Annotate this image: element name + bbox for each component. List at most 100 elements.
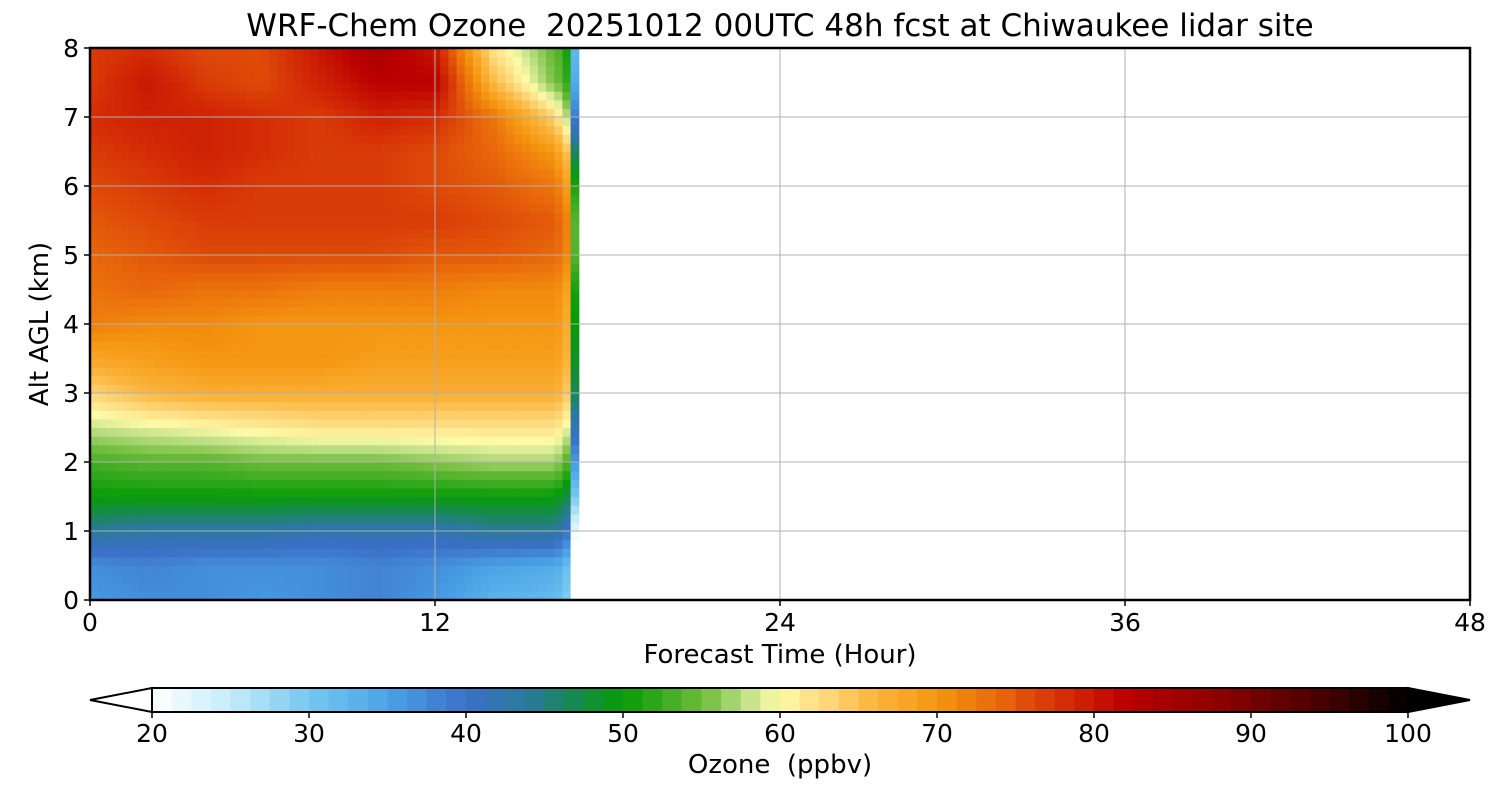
heatmap-cell (326, 479, 335, 489)
heatmap-cell (448, 315, 458, 325)
heatmap-cell (318, 479, 327, 489)
heatmap-cell (375, 177, 384, 187)
heatmap-cell (366, 108, 376, 118)
heatmap-cell (546, 470, 555, 480)
heatmap-cell (529, 358, 539, 368)
heatmap-cell (440, 479, 450, 489)
heatmap-cell (130, 177, 140, 187)
heatmap-cell (432, 531, 441, 541)
heatmap-cell (407, 142, 417, 153)
heatmap-cell (554, 462, 564, 472)
heatmap-cell (366, 522, 376, 532)
heatmap-cell (350, 65, 360, 75)
heatmap-cell (529, 272, 539, 282)
heatmap-cell (236, 436, 246, 446)
heatmap-cell (538, 255, 547, 265)
heatmap-cell (122, 367, 132, 377)
heatmap-cell (220, 246, 230, 256)
heatmap-cell (293, 65, 303, 75)
heatmap-cell (179, 574, 189, 584)
heatmap-cell (195, 82, 205, 92)
heatmap-cell (130, 349, 140, 360)
heatmap-cell (334, 82, 344, 92)
heatmap-cell (236, 211, 246, 222)
heatmap-cell (220, 306, 230, 316)
heatmap-cell (269, 280, 278, 291)
heatmap-cell (122, 384, 132, 394)
heatmap-cell (570, 168, 580, 178)
heatmap-cell (293, 91, 303, 101)
heatmap-cell (318, 203, 327, 213)
heatmap-cell (383, 160, 392, 170)
heatmap-cell (366, 151, 376, 161)
heatmap-cell (204, 246, 213, 256)
heatmap-cell (114, 56, 124, 66)
heatmap-cell (497, 194, 507, 204)
heatmap-cell (171, 367, 181, 377)
heatmap-cell (252, 168, 262, 178)
heatmap-cell (383, 384, 392, 394)
heatmap-cell (187, 160, 197, 170)
heatmap-cell (538, 367, 547, 377)
heatmap-cell (456, 255, 466, 265)
heatmap-cell (342, 186, 352, 196)
heatmap-cell (228, 341, 238, 351)
heatmap-cell (399, 444, 409, 454)
heatmap-cell (309, 375, 319, 385)
heatmap-cell (204, 375, 213, 385)
heatmap-cell (546, 401, 555, 411)
heatmap-cell (366, 574, 376, 584)
heatmap-cell (236, 48, 246, 58)
heatmap-cell (350, 505, 360, 515)
heatmap-cell (334, 125, 344, 135)
heatmap-cell (301, 505, 311, 515)
heatmap-cell (350, 574, 360, 584)
heatmap-cell (155, 367, 164, 377)
heatmap-cell (155, 393, 164, 403)
heatmap-cell (155, 582, 164, 592)
heatmap-cell (375, 117, 384, 127)
heatmap-cell (326, 436, 335, 446)
heatmap-cell (130, 436, 140, 446)
heatmap-cell (98, 358, 107, 368)
heatmap-cell (505, 324, 515, 334)
heatmap-cell (195, 142, 205, 153)
heatmap-cell (554, 556, 564, 567)
heatmap-cell (570, 582, 580, 592)
heatmap-cell (521, 315, 531, 325)
heatmap-cell (285, 48, 295, 58)
heatmap-cell (415, 306, 425, 316)
heatmap-cell (407, 48, 417, 58)
heatmap-cell (195, 237, 205, 247)
heatmap-cell (285, 263, 295, 273)
heatmap-cell (432, 99, 441, 109)
heatmap-cell (220, 289, 230, 299)
heatmap-cell (375, 479, 384, 489)
heatmap-cell (269, 91, 278, 101)
colorbar-segment (210, 688, 232, 712)
heatmap-cell (375, 142, 384, 153)
heatmap-cell (546, 565, 555, 575)
heatmap-cell (293, 186, 303, 196)
heatmap-cell (529, 73, 539, 84)
heatmap-cell (98, 168, 107, 178)
heatmap-cell (212, 73, 221, 84)
heatmap-cell (293, 48, 303, 58)
heatmap-cell (155, 82, 164, 92)
heatmap-cell (114, 82, 124, 92)
colorbar-segment (1290, 688, 1311, 712)
heatmap-cell (236, 367, 246, 377)
heatmap-cell (138, 177, 148, 187)
heatmap-cell (546, 125, 555, 135)
heatmap-cell (358, 117, 368, 127)
heatmap-cell (464, 349, 474, 360)
heatmap-cell (179, 479, 189, 489)
heatmap-cell (481, 160, 490, 170)
heatmap-cell (171, 65, 181, 75)
heatmap-cell (220, 280, 230, 291)
heatmap-cell (318, 220, 327, 230)
heatmap-cell (122, 237, 132, 247)
heatmap-cell (342, 82, 352, 92)
heatmap-cell (554, 289, 564, 299)
heatmap-cell (554, 513, 564, 523)
